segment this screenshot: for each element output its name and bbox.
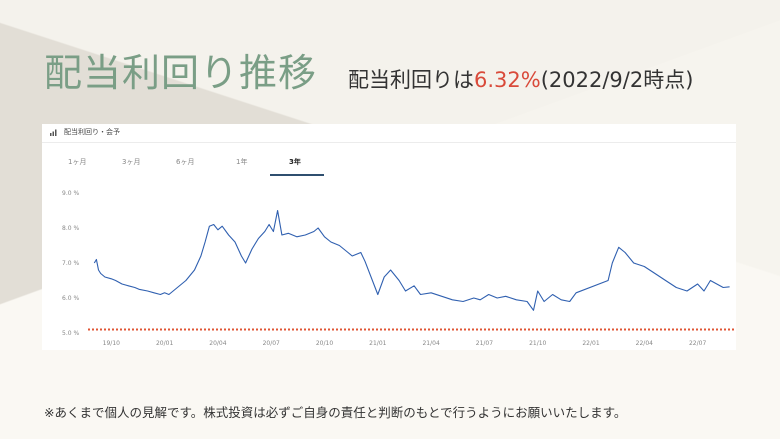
chart-panel: 配当利回り・会予 1ヶ月 3ヶ月 6ヶ月 1年 3年 9.0 % 8.0 % 7.0… bbox=[42, 124, 736, 350]
y-tick-label: 6.0 % bbox=[62, 295, 79, 302]
y-tick-label: 9.0 % bbox=[62, 190, 79, 197]
tab-3-months[interactable]: 3ヶ月 bbox=[122, 158, 141, 166]
panel-header: 配当利回り・会予 bbox=[42, 124, 736, 143]
bar-chart-icon bbox=[50, 129, 57, 136]
x-tick-label: 21/10 bbox=[529, 340, 546, 347]
x-tick-label: 21/01 bbox=[369, 340, 386, 347]
x-tick-label: 19/10 bbox=[103, 340, 120, 347]
yield-series-line bbox=[93, 209, 730, 311]
tab-3-years[interactable]: 3年 bbox=[289, 158, 301, 166]
summary-yield-value: 6.32% bbox=[474, 68, 541, 92]
page-title: 配当利回り推移 bbox=[44, 51, 318, 95]
dividend-yield-summary: 配当利回りは6.32%(2022/9/2時点) bbox=[348, 64, 693, 94]
y-tick-label: 7.0 % bbox=[62, 260, 79, 267]
x-tick-label: 20/10 bbox=[316, 340, 333, 347]
x-tick-label: 22/04 bbox=[636, 340, 653, 347]
x-tick-label: 21/07 bbox=[476, 340, 493, 347]
disclaimer-footnote: ※あくまで個人の見解です。株式投資は必ずご自身の責任と判断のもとで行うようにお願… bbox=[44, 405, 627, 420]
summary-prefix: 配当利回りは bbox=[348, 68, 474, 92]
x-tick-label: 20/07 bbox=[263, 340, 280, 347]
tab-6-months[interactable]: 6ヶ月 bbox=[176, 158, 195, 166]
active-tab-underline bbox=[270, 174, 324, 176]
x-tick-label: 22/01 bbox=[582, 340, 599, 347]
x-tick-label: 20/01 bbox=[156, 340, 173, 347]
yield-line-chart: 9.0 % 8.0 % 7.0 % 6.0 % 5.0 % 19/10 20/01 20/04… bbox=[62, 190, 736, 347]
x-tick-label: 21/04 bbox=[422, 340, 439, 347]
tab-1-month[interactable]: 1ヶ月 bbox=[68, 158, 87, 166]
x-tick-label: 22/07 bbox=[689, 340, 706, 347]
y-tick-label: 8.0 % bbox=[62, 225, 79, 232]
summary-date: (2022/9/2時点) bbox=[540, 68, 694, 92]
x-tick-label: 20/04 bbox=[209, 340, 226, 347]
panel-title: 配当利回り・会予 bbox=[64, 128, 120, 136]
y-tick-label: 5.0 % bbox=[62, 330, 79, 337]
tab-1-year[interactable]: 1年 bbox=[236, 158, 248, 166]
